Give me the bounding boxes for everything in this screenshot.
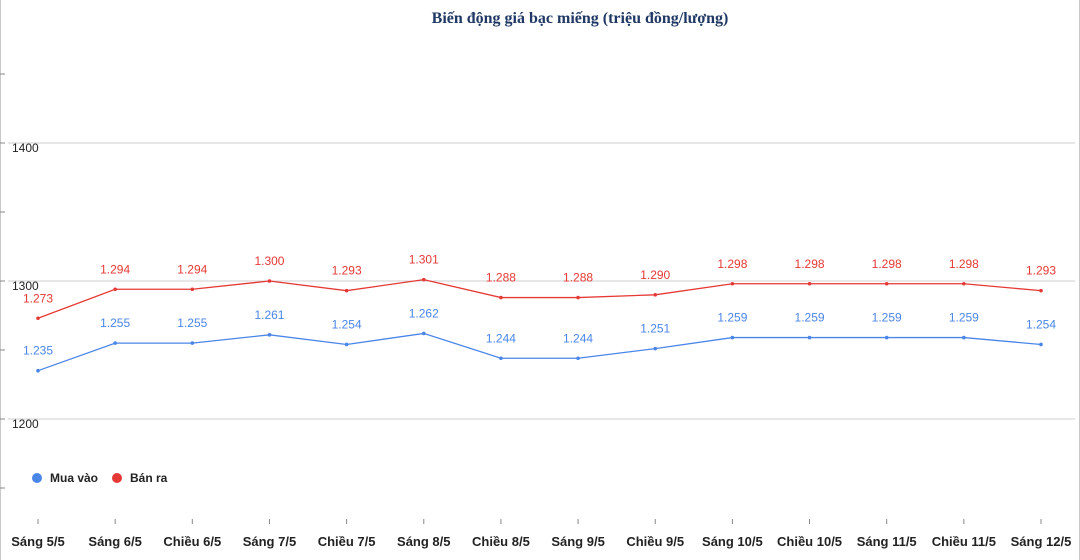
data-point-sell	[962, 281, 966, 286]
x-tick-label: Chiều 9/5	[626, 534, 684, 549]
data-point-sell	[190, 287, 195, 292]
x-tick-label: Chiều 7/5	[318, 534, 376, 549]
data-label-buy: 1.244	[486, 331, 516, 345]
data-point-buy	[884, 335, 889, 340]
legend-marker-sell	[112, 473, 122, 483]
data-label-buy: 1.251	[640, 322, 670, 336]
data-label-buy: 1.262	[409, 306, 439, 320]
data-label-sell: 1.301	[409, 253, 439, 267]
x-tick-label: Chiều 10/5	[777, 534, 842, 549]
x-tick-label: Chiều 8/5	[472, 534, 530, 549]
data-point-sell	[576, 295, 580, 300]
data-label-sell: 1.294	[100, 262, 130, 276]
data-point-sell	[113, 287, 117, 292]
data-label-buy: 1.255	[177, 316, 207, 330]
legend-label-sell: Bán ra	[130, 471, 168, 485]
data-point-buy	[190, 341, 195, 345]
y-tick-label: 1400	[12, 141, 39, 155]
data-point-buy	[962, 335, 966, 340]
x-tick-label: Sáng 7/5	[243, 534, 296, 549]
data-label-sell: 1.288	[563, 271, 593, 285]
data-label-buy: 1.254	[332, 317, 362, 331]
series-layer	[36, 277, 1043, 373]
data-label-buy: 1.261	[254, 308, 284, 322]
x-tick-label: Sáng 11/5	[857, 534, 917, 549]
data-point-buy	[113, 341, 117, 345]
data-label-sell: 1.298	[872, 257, 902, 271]
data-label-sell: 1.300	[254, 254, 284, 268]
data-point-buy	[730, 335, 735, 340]
data-label-buy: 1.255	[100, 316, 130, 330]
series-line-sell	[37, 278, 1042, 319]
data-label-buy: 1.259	[795, 311, 825, 325]
data-label-buy: 1.259	[872, 311, 902, 325]
data-point-buy	[807, 335, 812, 340]
data-label-sell: 1.293	[1026, 264, 1056, 278]
data-point-sell	[653, 293, 658, 297]
data-label-sell: 1.288	[486, 271, 516, 285]
data-label-sell: 1.290	[640, 268, 670, 282]
x-tick-label: Sáng 5/5	[11, 534, 64, 549]
legend-marker-buy	[32, 473, 42, 483]
data-label-buy: 1.259	[717, 311, 747, 325]
data-label-sell: 1.298	[795, 257, 825, 271]
x-tick-label: Chiều 11/5	[932, 534, 996, 549]
x-tick-label: Sáng 9/5	[551, 534, 604, 549]
data-label-sell: 1.298	[717, 257, 747, 271]
data-point-sell	[499, 295, 503, 300]
data-point-buy	[267, 333, 272, 337]
legend-label-buy: Mua vào	[50, 471, 98, 485]
x-tick-label: Sáng 12/5	[1011, 534, 1072, 549]
data-point-sell	[267, 279, 272, 283]
x-tick-label: Sáng 8/5	[397, 534, 450, 549]
y-tick-label: 1200	[12, 417, 39, 431]
x-tick-label: Sáng 6/5	[88, 534, 141, 549]
data-label-buy: 1.235	[23, 344, 53, 358]
data-label-sell: 1.294	[177, 262, 207, 276]
data-point-buy	[344, 342, 349, 347]
data-label-buy: 1.254	[1026, 317, 1056, 331]
data-label-sell: 1.293	[332, 264, 362, 278]
data-point-buy	[1039, 342, 1043, 347]
grid-layer	[8, 142, 1075, 420]
data-label-layer: 1.235 1.255 1.255 1.261 1.254 1.262 1.244 1.244…	[23, 253, 1056, 358]
data-point-sell	[807, 281, 812, 286]
data-point-sell	[421, 277, 426, 282]
data-point-buy	[421, 331, 426, 336]
data-label-sell: 1.298	[949, 257, 979, 271]
data-label-buy: 1.244	[563, 331, 593, 345]
data-point-buy	[499, 356, 503, 361]
x-tick-label: Sáng 10/5	[702, 534, 763, 549]
data-point-buy	[36, 368, 40, 373]
data-point-buy	[576, 356, 580, 361]
series-line-buy	[37, 332, 1042, 372]
data-point-sell	[884, 281, 889, 286]
y-tick-label: 1300	[12, 279, 39, 293]
data-point-sell	[344, 288, 349, 293]
chart-title: Biến động giá bạc miếng (triệu đồng/lượn…	[432, 10, 729, 27]
data-label-sell: 1.273	[23, 291, 53, 305]
legend: Mua vào Bán ra	[32, 471, 168, 485]
data-point-sell	[730, 281, 735, 286]
data-point-sell	[36, 316, 40, 321]
data-point-sell	[1039, 288, 1043, 293]
data-point-buy	[653, 346, 658, 351]
x-tick-label: Chiều 6/5	[163, 534, 221, 549]
data-label-buy: 1.259	[949, 311, 979, 325]
